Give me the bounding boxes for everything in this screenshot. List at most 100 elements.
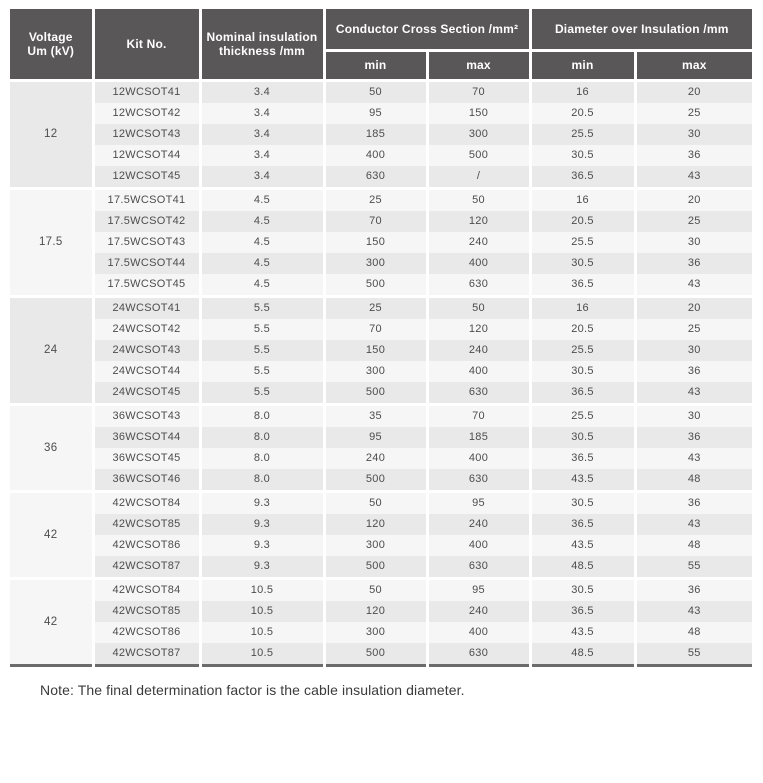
- ccs-max-cell: 400: [427, 534, 532, 556]
- thickness-cell: 8.0: [200, 447, 326, 469]
- ccs-min-cell: 300: [324, 534, 429, 556]
- voltage-cell: 17.5: [10, 186, 95, 296]
- doi-min-cell: 30.5: [530, 252, 637, 274]
- thickness-cell: 5.5: [200, 294, 326, 319]
- ccs-max-cell: 50: [427, 294, 532, 319]
- table-row: 42WCSOT86 10.5 300 400 43.5 48: [10, 621, 753, 643]
- col-header-doi-min: min: [530, 50, 637, 82]
- table-row: 17.5 17.5WCSOT41 4.5 25 50 16 20: [10, 186, 753, 296]
- table-body: 12 12WCSOT41 3.4 50 70 16 20 12WCSOT42 3.4 95 150 2…: [10, 78, 753, 665]
- ccs-max-cell: 630: [427, 468, 532, 491]
- kit-no-cell: 24WCSOT44: [93, 360, 202, 382]
- thickness-cell: 4.5: [200, 273, 326, 296]
- col-header-ccs-max: max: [427, 50, 532, 82]
- thickness-cell: 5.5: [200, 360, 326, 382]
- kit-no-cell: 42WCSOT87: [93, 555, 202, 578]
- ccs-min-cell: 50: [324, 489, 429, 514]
- voltage-cell: 24: [10, 294, 95, 404]
- ccs-max-cell: 95: [427, 489, 532, 514]
- ccs-min-cell: 185: [324, 123, 429, 145]
- thickness-cell: 8.0: [200, 402, 326, 427]
- doi-min-cell: 25.5: [530, 402, 637, 427]
- kit-no-cell: 42WCSOT87: [93, 642, 202, 665]
- ccs-max-cell: 300: [427, 123, 532, 145]
- table-row: 24 24WCSOT41 5.5 25 50 16 20: [10, 294, 753, 404]
- voltage-cell: 36: [10, 402, 95, 491]
- kit-no-cell: 42WCSOT86: [93, 621, 202, 643]
- doi-min-cell: 43.5: [530, 621, 637, 643]
- thickness-cell: 10.5: [200, 600, 326, 622]
- doi-max-cell: 25: [635, 210, 753, 232]
- doi-min-cell: 36.5: [530, 165, 637, 188]
- col-header-doi-max: max: [635, 50, 753, 82]
- doi-max-cell: 36: [635, 576, 753, 601]
- kit-no-cell: 36WCSOT43: [93, 402, 202, 427]
- ccs-min-cell: 95: [324, 426, 429, 448]
- ccs-max-cell: 400: [427, 360, 532, 382]
- ccs-max-cell: 630: [427, 555, 532, 578]
- doi-max-cell: 43: [635, 600, 753, 622]
- doi-max-cell: 48: [635, 534, 753, 556]
- ccs-max-cell: 630: [427, 273, 532, 296]
- ccs-max-cell: 50: [427, 186, 532, 211]
- kit-no-cell: 24WCSOT45: [93, 381, 202, 404]
- ccs-max-cell: 240: [427, 513, 532, 535]
- doi-max-cell: 43: [635, 381, 753, 404]
- thickness-cell: 5.5: [200, 381, 326, 404]
- doi-min-cell: 36.5: [530, 273, 637, 296]
- table-row: 17.5WCSOT45 4.5 500 630 36.5 43: [10, 273, 753, 296]
- doi-max-cell: 36: [635, 144, 753, 166]
- doi-max-cell: 25: [635, 318, 753, 340]
- table-row: 17.5WCSOT44 4.5 300 400 30.5 36: [10, 252, 753, 274]
- doi-min-cell: 30.5: [530, 576, 637, 601]
- thickness-cell: 3.4: [200, 123, 326, 145]
- ccs-min-cell: 50: [324, 576, 429, 601]
- doi-max-cell: 36: [635, 426, 753, 448]
- table-row: 17.5WCSOT42 4.5 70 120 20.5 25: [10, 210, 753, 232]
- thickness-cell: 4.5: [200, 231, 326, 253]
- thickness-cell: 3.4: [200, 78, 326, 103]
- thickness-cell: 10.5: [200, 642, 326, 665]
- kit-no-cell: 36WCSOT46: [93, 468, 202, 491]
- doi-max-cell: 20: [635, 186, 753, 211]
- thickness-cell: 3.4: [200, 165, 326, 188]
- kit-no-cell: 24WCSOT41: [93, 294, 202, 319]
- insulation-kit-table: Voltage Um (kV) Kit No. Nominal insulati…: [10, 9, 753, 667]
- ccs-min-cell: 120: [324, 600, 429, 622]
- table-row: 12 12WCSOT41 3.4 50 70 16 20: [10, 78, 753, 188]
- doi-max-cell: 36: [635, 489, 753, 514]
- ccs-max-cell: 185: [427, 426, 532, 448]
- doi-min-cell: 25.5: [530, 123, 637, 145]
- ccs-min-cell: 150: [324, 231, 429, 253]
- doi-min-cell: 36.5: [530, 381, 637, 404]
- kit-no-cell: 12WCSOT44: [93, 144, 202, 166]
- doi-max-cell: 43: [635, 513, 753, 535]
- doi-min-cell: 43.5: [530, 534, 637, 556]
- kit-no-cell: 17.5WCSOT44: [93, 252, 202, 274]
- table-row: 12WCSOT44 3.4 400 500 30.5 36: [10, 144, 753, 166]
- ccs-max-cell: 120: [427, 318, 532, 340]
- kit-no-cell: 42WCSOT85: [93, 600, 202, 622]
- table-header: Voltage Um (kV) Kit No. Nominal insulati…: [10, 9, 753, 82]
- ccs-min-cell: 150: [324, 339, 429, 361]
- ccs-max-cell: 630: [427, 642, 532, 665]
- table-row: 36WCSOT44 8.0 95 185 30.5 36: [10, 426, 753, 448]
- thickness-cell: 9.3: [200, 513, 326, 535]
- doi-min-cell: 20.5: [530, 210, 637, 232]
- kit-no-cell: 42WCSOT85: [93, 513, 202, 535]
- kit-no-cell: 17.5WCSOT45: [93, 273, 202, 296]
- kit-no-cell: 42WCSOT86: [93, 534, 202, 556]
- ccs-min-cell: 120: [324, 513, 429, 535]
- doi-max-cell: 30: [635, 123, 753, 145]
- thickness-cell: 3.4: [200, 102, 326, 124]
- thickness-cell: 5.5: [200, 318, 326, 340]
- doi-min-cell: 43.5: [530, 468, 637, 491]
- ccs-max-cell: 400: [427, 621, 532, 643]
- ccs-min-cell: 25: [324, 186, 429, 211]
- ccs-max-cell: 240: [427, 231, 532, 253]
- doi-min-cell: 48.5: [530, 555, 637, 578]
- doi-max-cell: 36: [635, 252, 753, 274]
- doi-min-cell: 20.5: [530, 102, 637, 124]
- ccs-max-cell: 240: [427, 339, 532, 361]
- table-row: 24WCSOT44 5.5 300 400 30.5 36: [10, 360, 753, 382]
